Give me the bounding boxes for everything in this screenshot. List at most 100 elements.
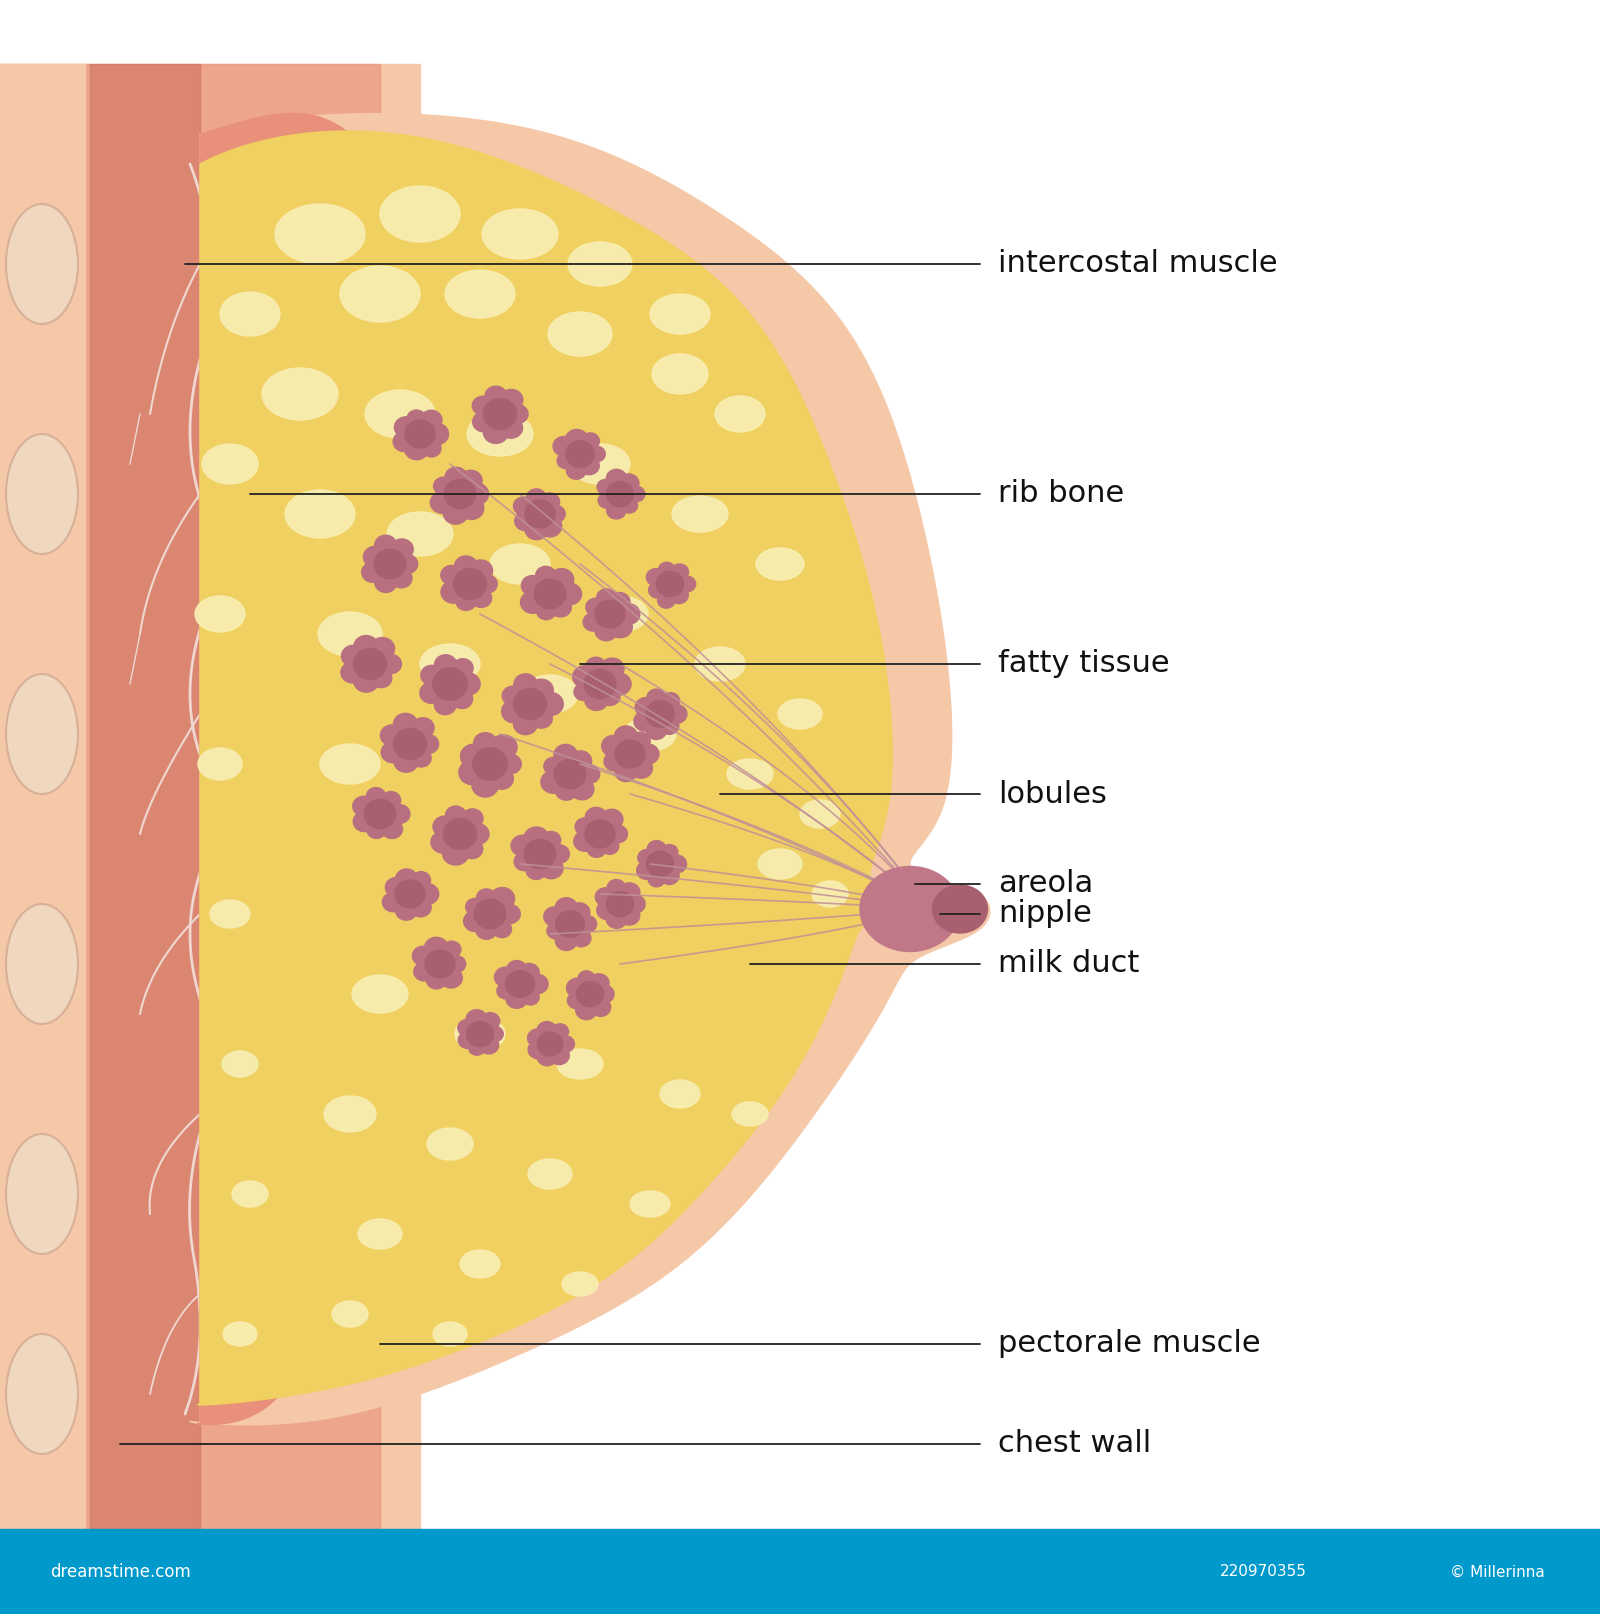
Ellipse shape xyxy=(538,692,563,715)
Ellipse shape xyxy=(442,581,466,604)
Ellipse shape xyxy=(669,586,688,604)
Ellipse shape xyxy=(757,549,805,579)
Ellipse shape xyxy=(456,592,477,610)
Ellipse shape xyxy=(570,751,592,771)
Ellipse shape xyxy=(466,899,485,915)
Ellipse shape xyxy=(341,646,365,667)
Ellipse shape xyxy=(597,479,614,494)
Ellipse shape xyxy=(434,817,456,838)
Ellipse shape xyxy=(514,497,533,515)
Ellipse shape xyxy=(514,852,534,870)
Ellipse shape xyxy=(386,878,406,897)
Ellipse shape xyxy=(370,638,395,660)
Ellipse shape xyxy=(586,599,606,617)
Ellipse shape xyxy=(576,1001,597,1020)
Ellipse shape xyxy=(566,978,589,997)
Ellipse shape xyxy=(222,1051,258,1077)
Ellipse shape xyxy=(395,868,418,889)
Ellipse shape xyxy=(426,972,446,989)
Ellipse shape xyxy=(526,975,549,994)
Ellipse shape xyxy=(195,596,245,633)
Ellipse shape xyxy=(339,266,419,323)
Ellipse shape xyxy=(579,457,600,475)
Ellipse shape xyxy=(6,203,78,324)
Ellipse shape xyxy=(320,744,381,784)
Ellipse shape xyxy=(394,751,418,771)
Ellipse shape xyxy=(434,1322,467,1346)
Ellipse shape xyxy=(470,589,491,607)
Ellipse shape xyxy=(522,576,544,596)
Polygon shape xyxy=(0,1528,1600,1614)
Ellipse shape xyxy=(435,655,456,675)
Ellipse shape xyxy=(456,673,480,696)
Ellipse shape xyxy=(490,768,514,789)
Ellipse shape xyxy=(477,575,498,594)
Ellipse shape xyxy=(486,1027,504,1041)
Polygon shape xyxy=(197,131,893,1404)
Ellipse shape xyxy=(630,1191,670,1217)
Ellipse shape xyxy=(606,470,627,487)
Ellipse shape xyxy=(624,894,645,914)
Ellipse shape xyxy=(659,867,678,884)
Ellipse shape xyxy=(421,410,442,429)
Ellipse shape xyxy=(464,910,486,931)
Ellipse shape xyxy=(539,857,563,878)
Ellipse shape xyxy=(363,546,387,568)
Text: intercostal muscle: intercostal muscle xyxy=(998,250,1278,279)
Ellipse shape xyxy=(474,733,498,754)
Ellipse shape xyxy=(614,726,637,747)
Ellipse shape xyxy=(544,757,563,775)
Ellipse shape xyxy=(600,809,622,830)
Ellipse shape xyxy=(485,386,507,405)
Ellipse shape xyxy=(648,872,664,886)
Ellipse shape xyxy=(390,539,413,560)
Ellipse shape xyxy=(354,670,379,692)
Ellipse shape xyxy=(610,592,630,612)
Ellipse shape xyxy=(483,421,509,444)
Ellipse shape xyxy=(594,985,614,1002)
Ellipse shape xyxy=(562,1272,598,1296)
Ellipse shape xyxy=(432,668,467,700)
Ellipse shape xyxy=(490,734,517,760)
Ellipse shape xyxy=(352,796,374,817)
Ellipse shape xyxy=(566,462,586,479)
Ellipse shape xyxy=(539,492,560,512)
Ellipse shape xyxy=(453,659,474,678)
Ellipse shape xyxy=(547,312,611,357)
Ellipse shape xyxy=(600,838,619,854)
Ellipse shape xyxy=(570,444,630,484)
Polygon shape xyxy=(0,65,85,1528)
Ellipse shape xyxy=(619,905,640,925)
Ellipse shape xyxy=(650,294,710,334)
Ellipse shape xyxy=(568,993,586,1009)
Ellipse shape xyxy=(595,600,626,628)
Ellipse shape xyxy=(459,760,486,784)
Ellipse shape xyxy=(648,583,666,599)
Ellipse shape xyxy=(648,841,666,857)
Ellipse shape xyxy=(624,717,675,751)
Text: © Millerinna: © Millerinna xyxy=(1450,1564,1544,1580)
Ellipse shape xyxy=(285,491,355,537)
Ellipse shape xyxy=(499,754,522,773)
Ellipse shape xyxy=(467,412,533,457)
Ellipse shape xyxy=(499,389,523,410)
Ellipse shape xyxy=(410,897,432,917)
Ellipse shape xyxy=(461,1249,499,1278)
Ellipse shape xyxy=(515,512,536,531)
Ellipse shape xyxy=(600,688,619,705)
Ellipse shape xyxy=(520,591,546,613)
Ellipse shape xyxy=(667,855,686,873)
Ellipse shape xyxy=(552,1023,568,1039)
Ellipse shape xyxy=(202,444,258,484)
Ellipse shape xyxy=(427,1128,474,1160)
Ellipse shape xyxy=(405,439,429,460)
Ellipse shape xyxy=(557,583,581,605)
Ellipse shape xyxy=(586,657,606,675)
Ellipse shape xyxy=(494,967,517,988)
Ellipse shape xyxy=(574,818,595,836)
Ellipse shape xyxy=(538,1022,557,1039)
Ellipse shape xyxy=(374,549,406,579)
Ellipse shape xyxy=(394,431,416,452)
Ellipse shape xyxy=(522,989,539,1006)
Text: milk duct: milk duct xyxy=(998,949,1139,978)
